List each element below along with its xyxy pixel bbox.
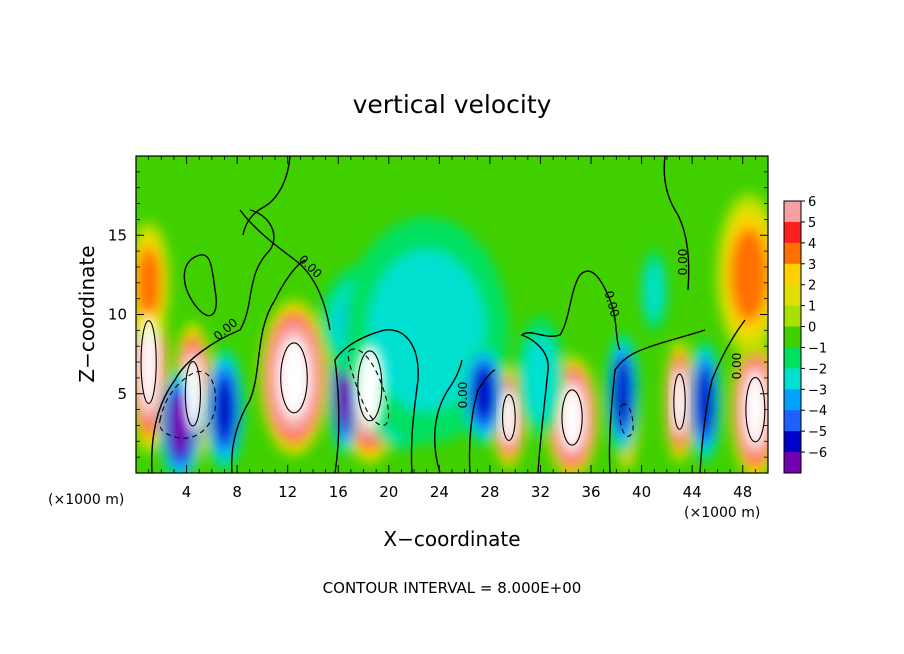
colorbar-swatch bbox=[784, 221, 801, 244]
x-tick-label: 44 bbox=[683, 483, 702, 501]
x-unit-right: (×1000 m) bbox=[684, 505, 760, 521]
x-tick-label: 32 bbox=[531, 483, 550, 501]
colorbar-swatch bbox=[784, 284, 801, 307]
contour-label: 0.00 bbox=[730, 353, 744, 380]
colorbar-swatch bbox=[784, 389, 801, 411]
velocity-band bbox=[644, 261, 664, 321]
velocity-band bbox=[213, 376, 236, 443]
x-tick-label: 16 bbox=[329, 483, 348, 501]
velocity-band bbox=[613, 360, 632, 428]
velocity-core bbox=[501, 389, 517, 446]
velocity-core bbox=[277, 335, 311, 421]
core-contour bbox=[502, 393, 516, 442]
colorbar-swatch bbox=[784, 305, 801, 328]
contour-line bbox=[699, 319, 746, 473]
colorbar-tick-label: 0 bbox=[808, 321, 816, 336]
x-tick-label: 28 bbox=[480, 483, 499, 501]
velocity-band bbox=[368, 249, 486, 411]
contour-line bbox=[663, 156, 690, 291]
colorbar-tick-label: 4 bbox=[808, 237, 816, 252]
x-tick-label: 4 bbox=[182, 483, 192, 501]
x-axis-label: X−coordinate bbox=[383, 527, 520, 551]
x-tick-label: 20 bbox=[379, 483, 398, 501]
x-tick-label: 12 bbox=[278, 483, 297, 501]
zero-contours bbox=[151, 156, 746, 473]
y-tick-label: 10 bbox=[108, 306, 127, 324]
x-axis: 4 8 12 16 20 24 28 32 36 40 44 48 bbox=[148, 156, 756, 501]
y-axis: 5 10 15 bbox=[108, 171, 768, 458]
contour-line bbox=[183, 254, 217, 317]
contour-label: 0.00 bbox=[602, 289, 622, 318]
colorbar-frame bbox=[783, 200, 802, 474]
contour-interval-note: CONTOUR INTERVAL = 8.000E+00 bbox=[323, 579, 582, 597]
colorbar-swatch bbox=[784, 242, 801, 265]
colorbar-tick-label: 2 bbox=[808, 279, 816, 294]
colorbar-tick-label: 5 bbox=[808, 216, 816, 231]
colorbar-tick-label: −2 bbox=[808, 362, 827, 377]
velocity-band bbox=[472, 366, 496, 422]
y-tick-label: 5 bbox=[117, 385, 127, 403]
contour-line bbox=[347, 348, 390, 426]
colorbar-tick-label: −6 bbox=[808, 446, 827, 461]
core-contour bbox=[140, 320, 157, 404]
colorbar-tick-label: 3 bbox=[808, 258, 816, 273]
colorbar-swatch bbox=[784, 347, 801, 369]
velocity-core bbox=[139, 312, 159, 412]
y-axis-label: Z−coordinate bbox=[75, 245, 99, 382]
colorbar: 6 5 4 3 2 1 0 −1 −2 −3 −4 −5 −6 bbox=[783, 195, 827, 474]
negative-contours bbox=[159, 348, 634, 439]
y-tick-label: 15 bbox=[108, 226, 127, 244]
colorbar-tick-label: −4 bbox=[808, 404, 827, 419]
contour-label: 0.00 bbox=[456, 382, 470, 409]
contour-line bbox=[151, 209, 275, 473]
velocity-core bbox=[672, 368, 687, 435]
colorbar-tick-label: 6 bbox=[808, 195, 816, 210]
velocity-band bbox=[522, 333, 559, 422]
velocity-core bbox=[559, 384, 585, 451]
colorbar-swatch bbox=[784, 410, 801, 432]
core-contour bbox=[357, 350, 383, 422]
colorbar-swatch bbox=[784, 431, 801, 453]
x-tick-label: 24 bbox=[430, 483, 449, 501]
contour-line bbox=[619, 403, 634, 437]
colorbar-tick-label: −3 bbox=[808, 383, 827, 398]
contour-line bbox=[239, 209, 331, 331]
core-contour bbox=[184, 361, 202, 427]
core-contour bbox=[280, 342, 308, 414]
x-unit-left: (×1000 m) bbox=[48, 492, 124, 508]
velocity-core bbox=[354, 343, 385, 428]
colorbar-swatch bbox=[784, 263, 801, 286]
colorbar-tick-label: −1 bbox=[808, 341, 827, 356]
velocity-core bbox=[183, 354, 203, 433]
contour-line bbox=[468, 369, 496, 473]
contour-label: 0.00 bbox=[676, 249, 690, 276]
contour-line bbox=[159, 370, 217, 439]
x-tick-label: 48 bbox=[733, 483, 752, 501]
contour-line bbox=[242, 156, 291, 236]
core-contour bbox=[561, 389, 583, 446]
contour-line bbox=[230, 259, 306, 473]
colorbar-tick-label: −5 bbox=[808, 425, 827, 440]
velocity-band bbox=[730, 228, 768, 322]
colorbar-tick-label: 1 bbox=[808, 300, 816, 315]
velocity-band bbox=[695, 368, 714, 435]
velocity-band bbox=[336, 361, 353, 426]
contour-line bbox=[608, 329, 706, 473]
x-tick-label: 40 bbox=[632, 483, 651, 501]
colorbar-swatch bbox=[784, 452, 801, 474]
contour-line bbox=[434, 359, 463, 473]
x-tick-label: 8 bbox=[232, 483, 242, 501]
x-tick-label: 36 bbox=[581, 483, 600, 501]
velocity-core bbox=[743, 370, 768, 449]
colorbar-swatch bbox=[784, 201, 801, 223]
contour-line bbox=[334, 329, 419, 473]
chart-title: vertical velocity bbox=[353, 90, 552, 119]
core-contour bbox=[673, 373, 686, 430]
velocity-band bbox=[136, 247, 161, 318]
colorbar-swatch bbox=[784, 368, 801, 390]
colorbar-swatch bbox=[784, 326, 801, 348]
contour-line bbox=[520, 270, 621, 473]
